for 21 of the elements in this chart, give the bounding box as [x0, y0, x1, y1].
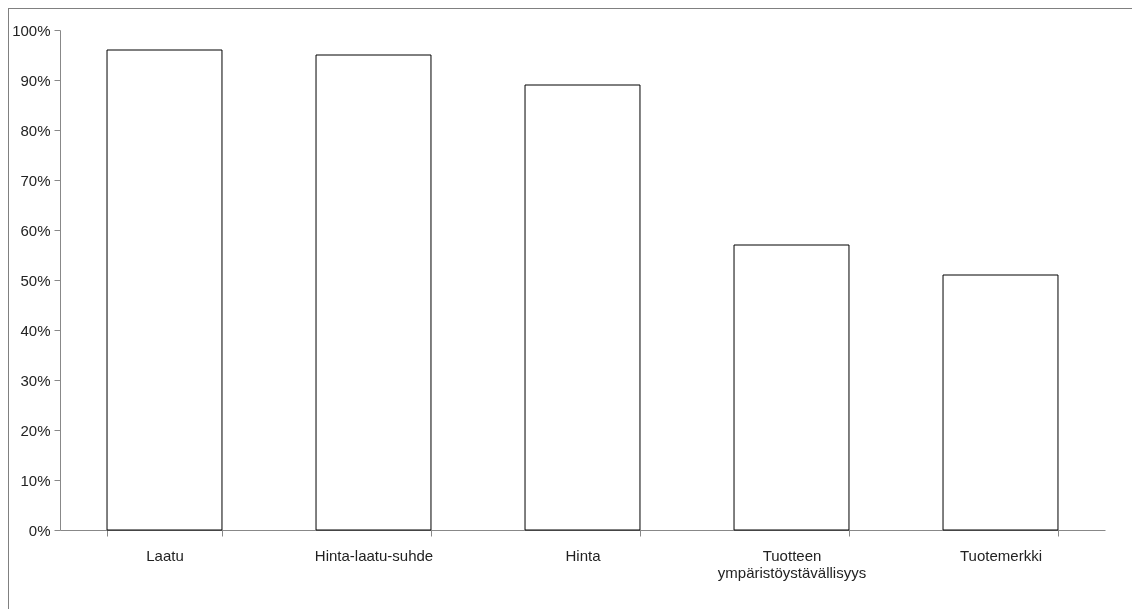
bar — [315, 54, 432, 531]
y-tick-label: 20% — [20, 421, 51, 439]
x-tick-label: Tuotemerkki — [960, 546, 1042, 564]
y-tick-label: 0% — [28, 521, 51, 539]
y-tick-label: 30% — [20, 371, 51, 389]
bar — [524, 84, 641, 531]
bar — [942, 274, 1059, 531]
y-tick-label: 10% — [20, 471, 51, 489]
bar — [106, 49, 223, 531]
y-tick-label: 40% — [20, 321, 51, 339]
y-tick-label: 100% — [12, 21, 51, 39]
bar — [733, 244, 850, 531]
x-tick-label: Laatu — [146, 546, 184, 564]
y-tick-label: 60% — [20, 221, 51, 239]
y-tick-label: 80% — [20, 121, 51, 139]
y-tick-label: 50% — [20, 271, 51, 289]
y-tick-label: 90% — [20, 71, 51, 89]
x-tick-label: Hinta — [565, 546, 602, 564]
x-tick-label: Tuotteen ympäristöystävällisyys — [717, 546, 867, 581]
x-tick-label: Hinta-laatu-suhde — [314, 546, 434, 564]
y-tick-label: 70% — [20, 171, 51, 189]
